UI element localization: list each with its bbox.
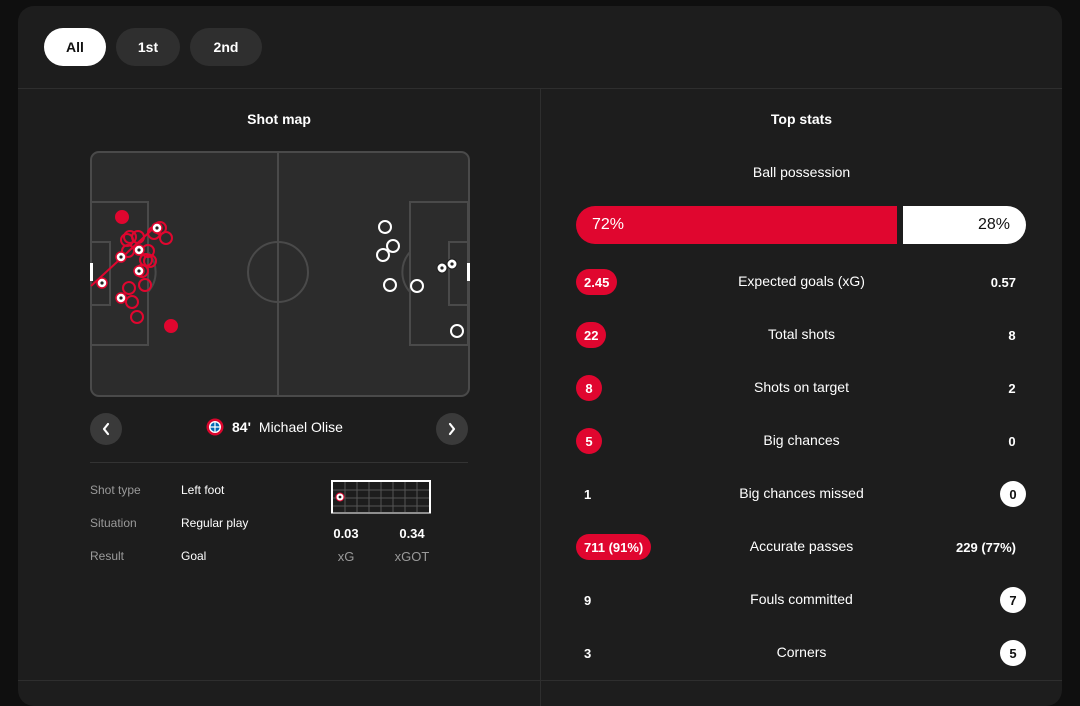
shot-marker[interactable] — [130, 310, 144, 324]
divider — [18, 680, 1062, 681]
xgot-value: 0.34 — [399, 526, 425, 541]
top-stats-title: Top stats — [770, 111, 833, 127]
shot-marker[interactable] — [123, 230, 137, 244]
stat-label: Shots on target — [754, 379, 849, 395]
previous-shot-button[interactable] — [90, 413, 122, 445]
tab-1st-half[interactable]: 1st — [116, 28, 180, 66]
stat-away-value: 5 — [1000, 640, 1026, 666]
result-value: Goal — [181, 549, 207, 563]
stat-label: Fouls committed — [750, 591, 853, 607]
stat-label: Total shots — [768, 326, 835, 342]
shot-map-title: Shot map — [247, 111, 311, 127]
stat-label: Corners — [776, 644, 827, 660]
stat-row-accurate-passes: 711 (91%) Accurate passes 229 (77%) — [541, 534, 1062, 560]
stat-away-value: 229 (77%) — [956, 539, 1016, 555]
shot-marker[interactable] — [159, 231, 173, 245]
stat-home-value: 1 — [584, 486, 592, 502]
shot-map-pitch — [90, 151, 470, 397]
stat-row-shots-on-target: 8 Shots on target 2 — [541, 375, 1062, 401]
chevron-left-icon — [102, 422, 110, 436]
stat-label: Big chances — [763, 432, 840, 448]
possession-home-bar: 72% — [576, 206, 897, 244]
period-tabs: All 1st 2nd — [44, 28, 262, 66]
tab-2nd-half[interactable]: 2nd — [190, 28, 262, 66]
match-stats-card: All 1st 2nd Shot map — [18, 6, 1062, 706]
shot-marker-on-target[interactable] — [115, 210, 129, 224]
stat-row-expected-goals: 2.45 Expected goals (xG) 0.57 — [541, 269, 1062, 295]
xg-value: 0.03 — [333, 526, 359, 541]
divider — [90, 462, 468, 463]
shot-marker[interactable] — [410, 279, 424, 293]
shot-minute: 84' — [232, 419, 251, 435]
stat-row-big-chances-missed: 1 Big chances missed 0 — [541, 481, 1062, 507]
stat-away-value: 0.57 — [990, 274, 1016, 290]
shot-marker[interactable] — [383, 278, 397, 292]
stat-label: Expected goals (xG) — [738, 273, 865, 289]
selected-shot-header: 84' Michael Olise — [206, 418, 343, 436]
away-goals — [436, 258, 458, 274]
xg-label: xG — [337, 549, 355, 564]
shot-type-value: Left foot — [181, 483, 225, 497]
shot-marker[interactable] — [378, 220, 392, 234]
stat-home-value: 2.45 — [576, 269, 618, 295]
stat-home-value: 711 (91%) — [576, 534, 652, 560]
xgot-label: xGOT — [394, 549, 430, 564]
shot-player-name[interactable]: Michael Olise — [258, 419, 343, 435]
result-label: Result — [90, 549, 125, 563]
stat-away-value: 0 — [1008, 433, 1016, 449]
stat-away-value: 0 — [1000, 481, 1026, 507]
shot-marker[interactable] — [376, 248, 390, 262]
situation-label: Situation — [90, 516, 137, 530]
chevron-right-icon — [448, 422, 456, 436]
tab-all[interactable]: All — [44, 28, 106, 66]
away-shots — [376, 220, 464, 338]
stat-away-value: 8 — [1008, 327, 1016, 343]
stat-row-total-shots: 22 Total shots 8 — [541, 322, 1062, 348]
stat-label: Big chances missed — [739, 485, 864, 501]
stat-home-value: 3 — [584, 645, 592, 661]
stat-label: Accurate passes — [749, 538, 854, 554]
stat-row-corners: 3 Corners 5 — [541, 640, 1062, 666]
column-divider — [540, 88, 541, 706]
shot-marker[interactable] — [125, 295, 139, 309]
stat-home-value: 9 — [584, 592, 592, 608]
stat-home-value: 8 — [576, 375, 602, 401]
shot-marker[interactable] — [386, 239, 400, 253]
goal-mouth-graphic — [331, 480, 431, 514]
situation-value: Regular play — [181, 516, 249, 530]
next-shot-button[interactable] — [436, 413, 468, 445]
stat-away-value: 2 — [1008, 380, 1016, 396]
shot-marker[interactable] — [122, 281, 136, 295]
ball-possession-label: Ball possession — [752, 164, 851, 180]
shot-marker[interactable] — [138, 278, 152, 292]
possession-away-bar: 28% — [903, 206, 1026, 244]
shot-marker-on-target[interactable] — [164, 319, 178, 333]
shot-type-label: Shot type — [90, 483, 141, 497]
stat-home-value: 22 — [576, 322, 607, 348]
stat-home-value: 5 — [576, 428, 602, 454]
bayern-crest-icon — [206, 418, 224, 436]
stat-away-value: 7 — [1000, 587, 1026, 613]
shot-marker[interactable] — [450, 324, 464, 338]
stat-row-big-chances: 5 Big chances 0 — [541, 428, 1062, 454]
stat-row-fouls-committed: 9 Fouls committed 7 — [541, 587, 1062, 613]
